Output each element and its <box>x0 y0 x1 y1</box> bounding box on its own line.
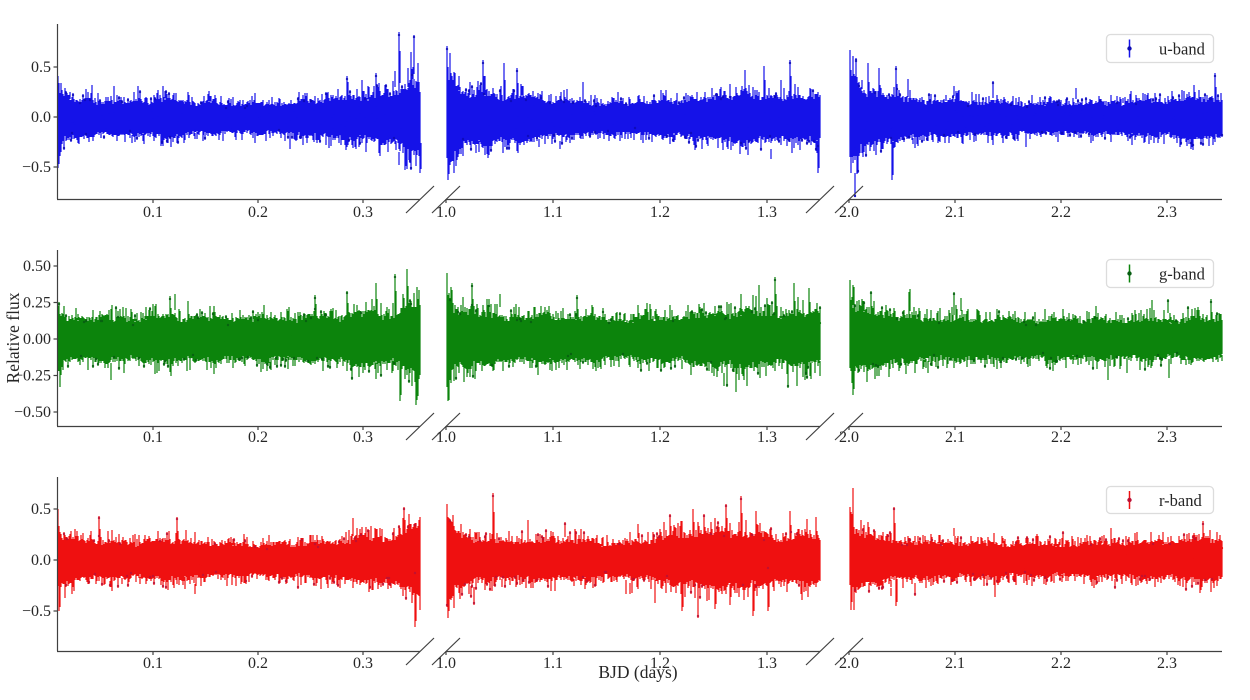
svg-text:1.3: 1.3 <box>757 204 777 221</box>
svg-text:Relative flux: Relative flux <box>3 292 23 383</box>
svg-text:r-band: r-band <box>1159 491 1202 510</box>
svg-text:2.1: 2.1 <box>945 429 965 446</box>
svg-text:1.0: 1.0 <box>436 655 456 672</box>
svg-text:0.25: 0.25 <box>23 295 51 312</box>
svg-text:0.3: 0.3 <box>353 655 373 672</box>
svg-text:1.1: 1.1 <box>543 429 563 446</box>
svg-text:2.2: 2.2 <box>1051 655 1071 672</box>
svg-text:−0.25: −0.25 <box>14 368 51 385</box>
svg-text:−0.5: −0.5 <box>22 159 51 176</box>
svg-text:2.0: 2.0 <box>839 655 859 672</box>
svg-text:2.3: 2.3 <box>1157 655 1177 672</box>
svg-text:g-band: g-band <box>1159 265 1206 284</box>
svg-text:0.5: 0.5 <box>31 59 51 76</box>
svg-text:1.2: 1.2 <box>650 429 670 446</box>
svg-text:2.2: 2.2 <box>1051 204 1071 221</box>
svg-text:u-band: u-band <box>1159 40 1206 59</box>
svg-text:0.1: 0.1 <box>143 655 163 672</box>
svg-text:1.1: 1.1 <box>543 655 563 672</box>
svg-text:1.0: 1.0 <box>436 429 456 446</box>
svg-text:1.1: 1.1 <box>543 204 563 221</box>
svg-text:2.0: 2.0 <box>839 429 859 446</box>
svg-text:−0.50: −0.50 <box>14 404 51 421</box>
svg-text:1.2: 1.2 <box>650 655 670 672</box>
svg-text:0.1: 0.1 <box>143 429 163 446</box>
svg-text:0.00: 0.00 <box>23 331 51 348</box>
svg-text:0.5: 0.5 <box>31 501 51 518</box>
svg-text:1.0: 1.0 <box>436 204 456 221</box>
svg-text:2.0: 2.0 <box>839 204 859 221</box>
svg-text:2.1: 2.1 <box>945 204 965 221</box>
svg-text:0.0: 0.0 <box>31 109 51 126</box>
svg-text:0.2: 0.2 <box>248 655 268 672</box>
svg-text:1.3: 1.3 <box>757 655 777 672</box>
svg-text:2.3: 2.3 <box>1157 204 1177 221</box>
svg-text:1.3: 1.3 <box>757 429 777 446</box>
svg-text:BJD (days): BJD (days) <box>598 662 677 682</box>
svg-text:1.2: 1.2 <box>650 204 670 221</box>
svg-text:0.1: 0.1 <box>143 204 163 221</box>
svg-text:2.1: 2.1 <box>945 655 965 672</box>
svg-text:2.2: 2.2 <box>1051 429 1071 446</box>
svg-text:−0.5: −0.5 <box>22 603 51 620</box>
svg-text:0.2: 0.2 <box>248 429 268 446</box>
svg-text:2.3: 2.3 <box>1157 429 1177 446</box>
svg-text:0.3: 0.3 <box>353 429 373 446</box>
svg-text:0.0: 0.0 <box>31 552 51 569</box>
svg-text:0.3: 0.3 <box>353 204 373 221</box>
svg-text:0.2: 0.2 <box>248 204 268 221</box>
svg-text:0.50: 0.50 <box>23 258 51 275</box>
